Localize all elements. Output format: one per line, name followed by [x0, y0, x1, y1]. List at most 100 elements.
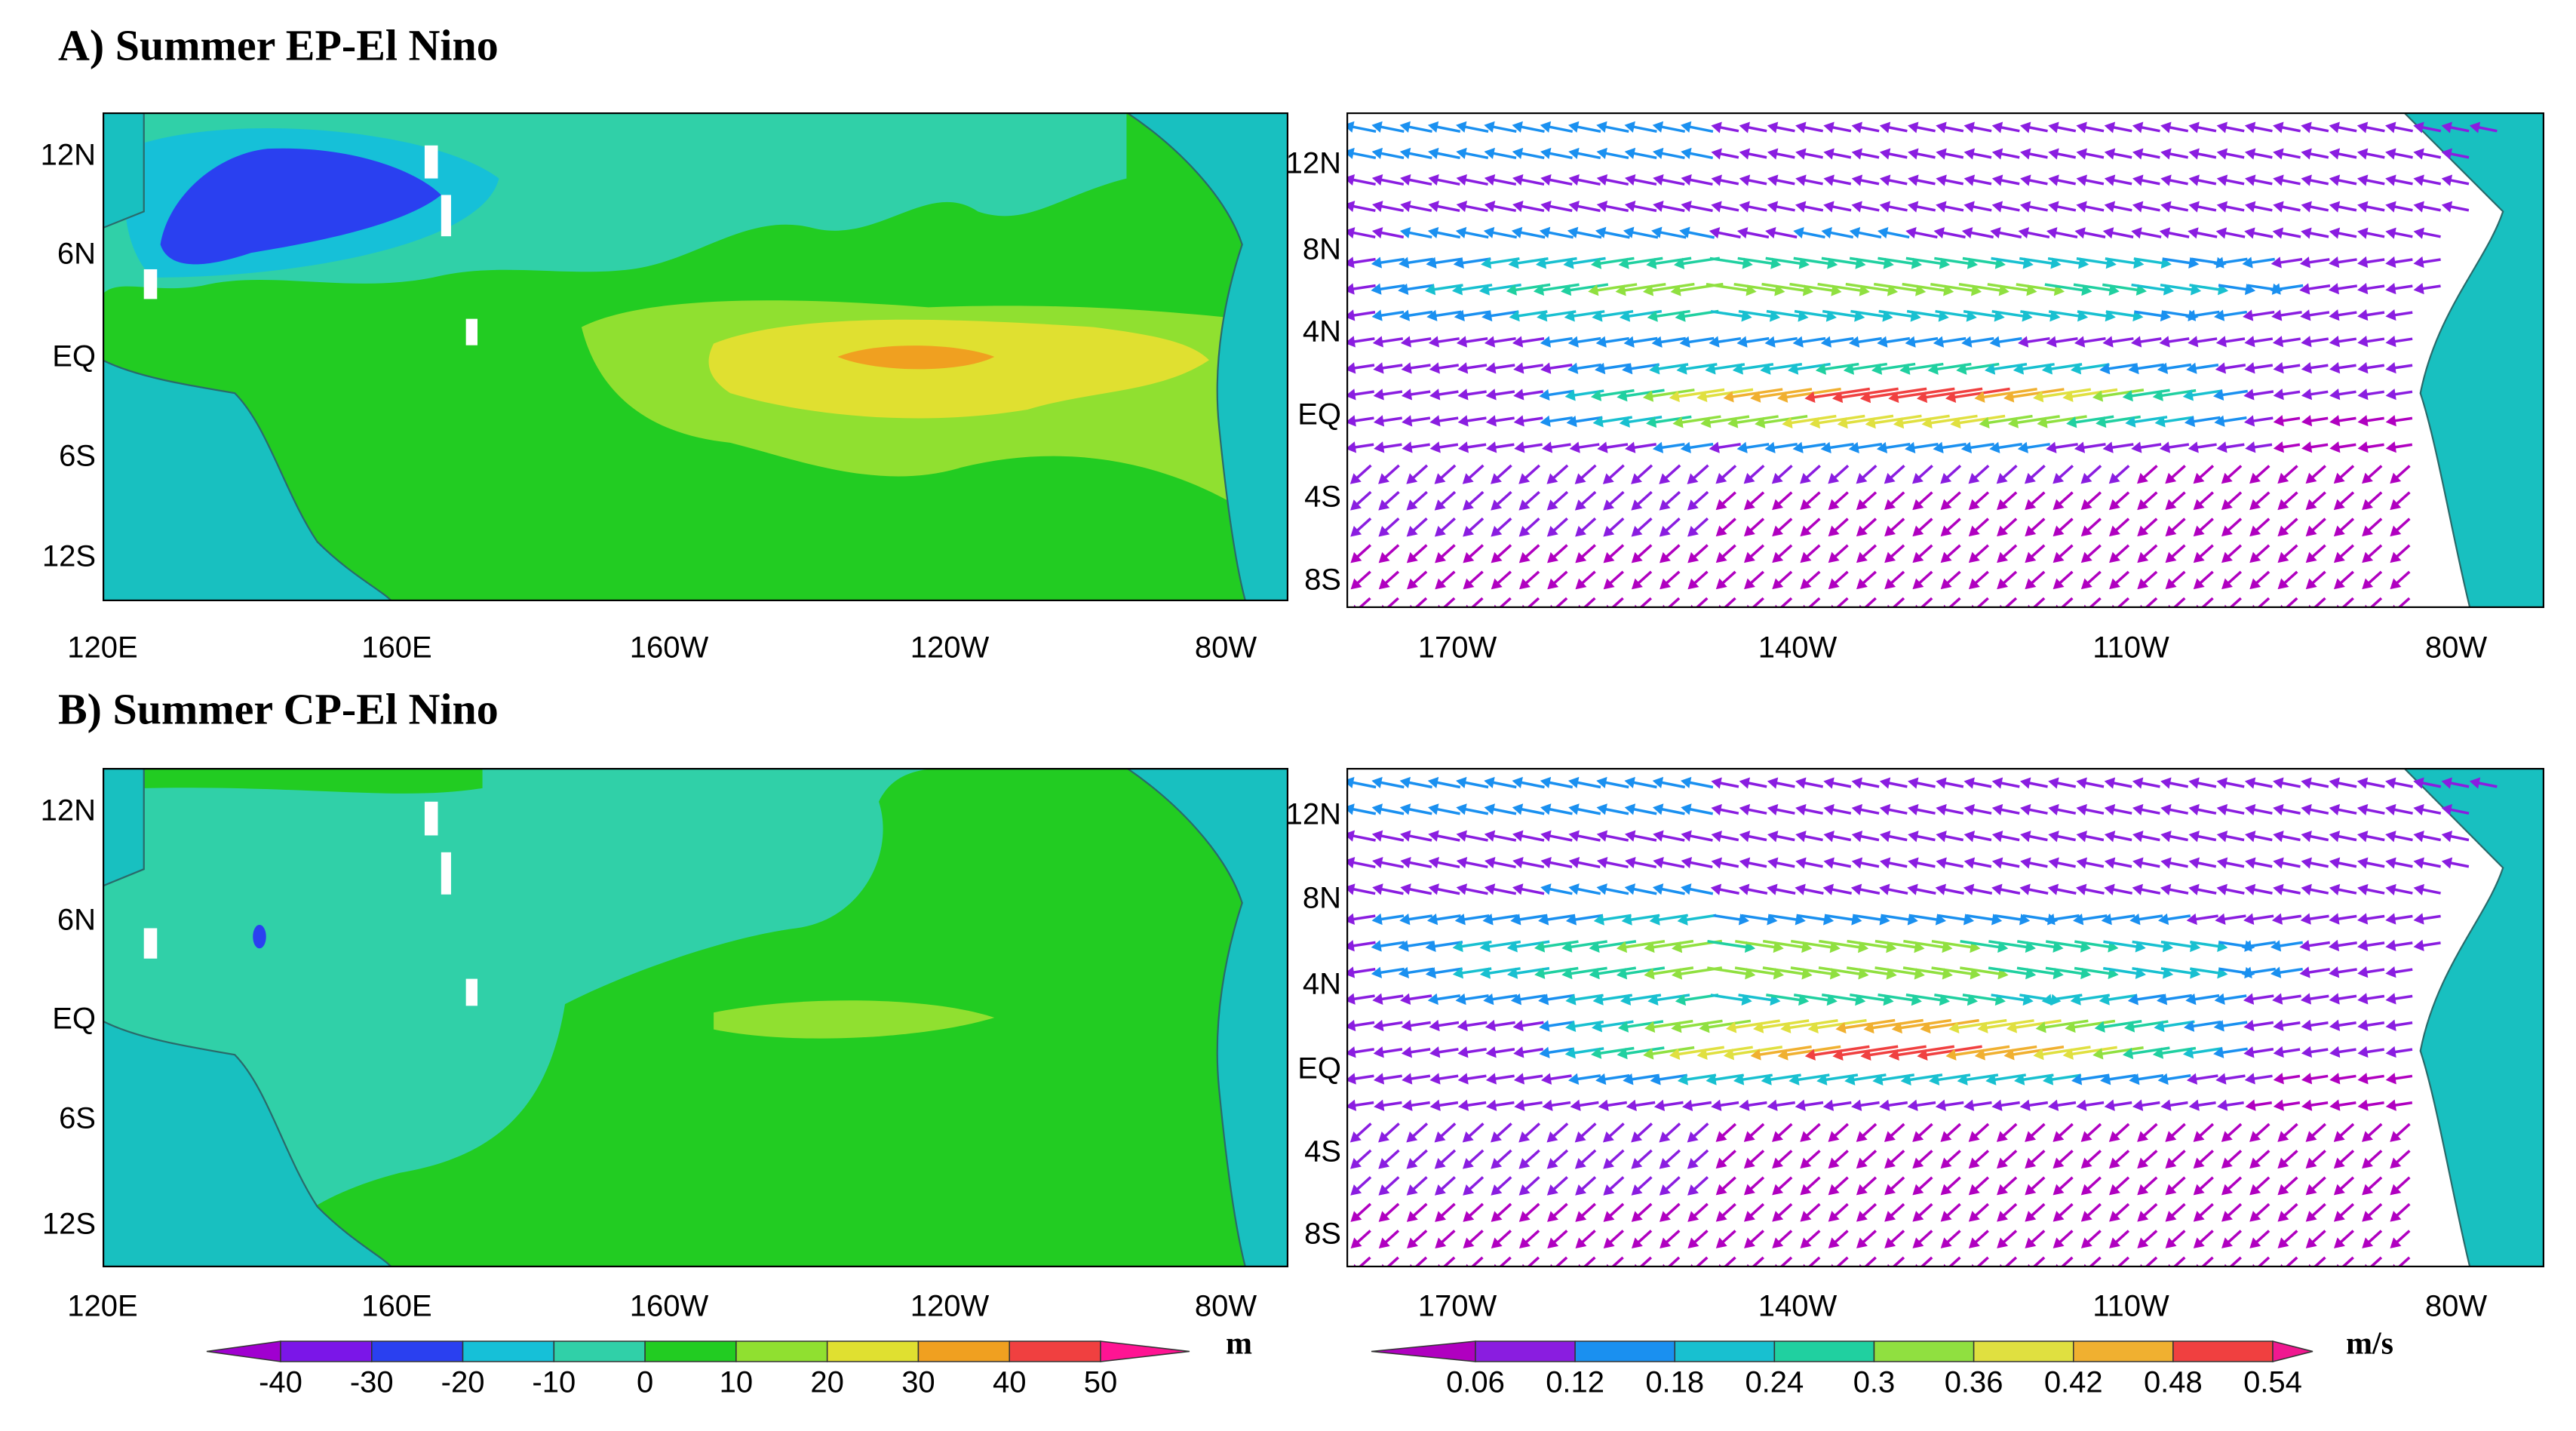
current-arrow [1801, 125, 1824, 133]
current-arrow-head [2193, 578, 2205, 590]
current-arrow [1352, 416, 1374, 423]
current-arrow [2391, 994, 2413, 1001]
current-arrow-head [1539, 388, 1550, 401]
current-arrow [2338, 1150, 2355, 1165]
current-arrow [1702, 388, 1754, 398]
current-arrow-head [1346, 388, 1356, 401]
current-arrow [2164, 1074, 2191, 1081]
current-arrow-head [2305, 578, 2317, 590]
current-arrow-head [1820, 441, 1831, 453]
current-arrow [1546, 204, 1573, 213]
current-arrow [1378, 887, 1404, 895]
current-arrow [1778, 1256, 1793, 1267]
current-arrow-head [2301, 441, 2313, 453]
current-arrow-head [1727, 416, 1739, 428]
current-arrow-head [2243, 309, 2254, 321]
current-arrow-head [1711, 803, 1722, 816]
current-arrow [2163, 310, 2193, 318]
colorbar-label: 20 [810, 1366, 844, 1399]
current-arrow [1860, 491, 1878, 507]
current-arrow-head [1851, 201, 1862, 213]
current-arrow [1438, 490, 1457, 508]
current-arrow-head [1921, 417, 1933, 429]
current-arrow [1411, 517, 1428, 533]
current-arrow [2110, 125, 2132, 133]
current-arrow-head [2102, 336, 2114, 348]
current-arrow-head [2185, 309, 2197, 321]
current-arrow-head [1512, 147, 1524, 159]
current-arrow-head [2329, 1019, 2341, 1031]
current-arrow-head [2188, 777, 2200, 789]
current-arrow-head [1565, 914, 1577, 926]
current-arrow [2363, 364, 2385, 370]
current-arrow-head [1454, 914, 1466, 926]
current-arrow-head [2137, 1184, 2149, 1196]
current-arrow-head [1744, 1211, 1755, 1222]
current-arrow [1462, 204, 1488, 213]
current-arrow [2056, 1122, 2074, 1139]
lon-label: 160E [361, 631, 431, 665]
current-arrow-head [2188, 256, 2200, 269]
current-arrow-head [2076, 174, 2087, 186]
current-arrow [1985, 414, 2033, 425]
current-arrow [2368, 597, 2383, 608]
current-arrow-head [2152, 1047, 2164, 1059]
current-arrow-head [1457, 415, 1469, 427]
current-arrow [1846, 966, 1891, 976]
current-arrow [2279, 887, 2301, 895]
current-arrow-head [2213, 388, 2224, 401]
current-arrow-head [2104, 174, 2116, 186]
current-arrow [2054, 152, 2077, 159]
current-arrow-head [1346, 913, 1355, 926]
colorbar-end [206, 1340, 281, 1362]
current-arrow [1660, 1101, 1684, 1107]
current-arrow-head [1871, 363, 1883, 375]
current-arrow [1631, 177, 1657, 186]
current-arrow [1790, 966, 1835, 976]
current-arrow [2363, 337, 2385, 343]
current-arrow [1546, 151, 1573, 160]
current-arrow-head [1856, 1211, 1868, 1222]
current-arrow [1466, 1122, 1485, 1139]
current-arrow [1885, 887, 1908, 895]
current-arrow-head [1851, 148, 1863, 160]
current-arrow-head [1764, 336, 1776, 348]
colorbar-segment [826, 1340, 920, 1362]
current-arrow [1742, 336, 1770, 344]
current-arrow-head [2329, 201, 2341, 213]
current-arrow-head [2066, 416, 2077, 428]
current-arrow-head [1997, 1237, 2009, 1248]
current-arrow [1687, 443, 1714, 450]
current-arrow-head [1908, 831, 1919, 843]
current-arrow-head [1349, 1131, 1362, 1143]
current-arrow-head [1539, 1046, 1550, 1058]
current-arrow [1850, 362, 1888, 371]
current-arrow [2141, 491, 2158, 507]
current-arrow [2305, 284, 2331, 291]
current-arrow [1630, 336, 1658, 344]
current-arrow-head [2129, 913, 2141, 926]
current-arrow-head [2104, 121, 2116, 134]
colorbar-label: 0.3 [1853, 1366, 1896, 1399]
current-arrow-head [1744, 551, 1755, 563]
current-arrow-head [1491, 551, 1503, 563]
current-arrow [1951, 1045, 2010, 1057]
current-arrow [1691, 517, 1709, 533]
current-arrow-head [2080, 1237, 2092, 1248]
current-arrow [2105, 310, 2138, 318]
current-arrow [1546, 230, 1574, 239]
current-arrow [2218, 284, 2249, 291]
current-arrow-head [1935, 883, 1946, 895]
current-arrow [2220, 310, 2248, 318]
current-arrow-head [1346, 283, 1355, 295]
current-arrow-head [1908, 121, 1919, 134]
current-arrow-head [2019, 883, 2031, 895]
current-arrow-head [2357, 1046, 2369, 1058]
current-arrow-head [2301, 336, 2312, 348]
current-arrow-head [2385, 415, 2396, 427]
current-arrow-head [1452, 940, 1463, 953]
current-arrow-head [2074, 227, 2086, 239]
current-arrow-head [2137, 551, 2149, 563]
current-arrow-head [1590, 257, 1602, 269]
current-arrow-head [1456, 336, 1468, 348]
